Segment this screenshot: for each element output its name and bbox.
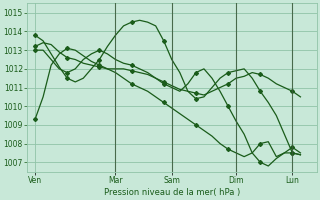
X-axis label: Pression niveau de la mer( hPa ): Pression niveau de la mer( hPa ) — [104, 188, 240, 197]
